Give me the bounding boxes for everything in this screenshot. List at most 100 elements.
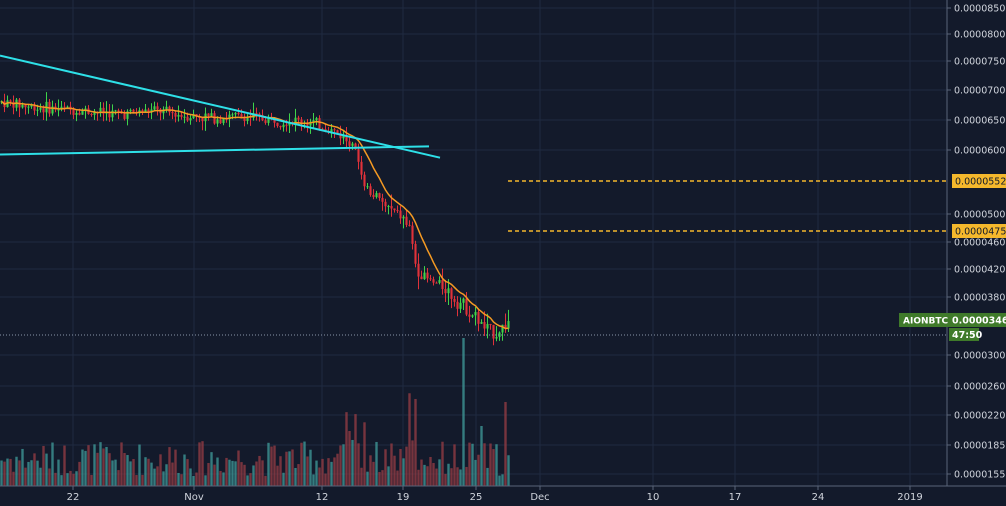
volume-bar xyxy=(144,457,147,486)
candle-body xyxy=(162,109,165,114)
candle-body xyxy=(147,109,150,113)
volume-bar xyxy=(72,473,75,486)
candle-body xyxy=(501,324,504,333)
price-tick-label: 0.0000185 xyxy=(954,441,1005,452)
volume-bar xyxy=(222,472,225,486)
volume-bar xyxy=(9,458,12,486)
volume-bar xyxy=(186,459,189,486)
volume-bar xyxy=(252,465,255,486)
time-tick-label: 10 xyxy=(647,492,660,503)
candle-body xyxy=(66,106,69,108)
volume-bar xyxy=(6,458,9,486)
volume-bar xyxy=(330,461,333,486)
candle-body xyxy=(51,106,54,114)
candle-body xyxy=(180,115,183,117)
volume-bar xyxy=(147,458,150,486)
candle-body xyxy=(24,104,27,108)
volume-bar xyxy=(489,443,492,486)
candle-body xyxy=(441,280,444,290)
volume-bar xyxy=(381,470,384,486)
candle-body xyxy=(78,112,81,115)
candle-body xyxy=(240,114,243,117)
volume-bar xyxy=(438,459,441,486)
volume-bar xyxy=(15,456,18,486)
volume-bar xyxy=(243,464,246,486)
candle-body xyxy=(210,113,213,117)
volume-bar xyxy=(24,467,27,486)
candle-body xyxy=(174,113,177,117)
volume-bar xyxy=(486,467,489,486)
candle-body xyxy=(486,324,489,329)
volume-bar xyxy=(309,449,312,486)
candle-body xyxy=(369,186,372,195)
candle-body xyxy=(276,122,279,126)
candle-body xyxy=(354,143,357,150)
volume-bar xyxy=(378,471,381,486)
candle-body xyxy=(144,109,147,113)
volume-bar xyxy=(444,473,447,486)
candle-body xyxy=(324,129,327,131)
volume-bar xyxy=(276,465,279,486)
volume-bar xyxy=(261,460,264,486)
volume-bar xyxy=(165,464,168,486)
candle-body xyxy=(459,302,462,309)
volume-bar xyxy=(195,472,198,486)
candle-body xyxy=(366,186,369,188)
candle-body xyxy=(237,112,240,115)
candle-body xyxy=(336,130,339,134)
candle-body xyxy=(39,108,42,110)
volume-bar xyxy=(435,468,438,486)
candle-body xyxy=(141,110,144,113)
volume-bar xyxy=(216,457,219,486)
volume-bar xyxy=(18,460,21,486)
price-tick-label: 0.0000750 xyxy=(954,57,1005,68)
candle-body xyxy=(333,129,336,131)
candle-body xyxy=(435,282,438,284)
volume-bar xyxy=(108,453,111,486)
candle-body xyxy=(33,104,36,111)
volume-bar xyxy=(48,468,51,486)
price-tick-label: 0.0000220 xyxy=(954,411,1005,422)
candle-body xyxy=(297,117,300,120)
volume-bar xyxy=(219,470,222,486)
volume-bar xyxy=(336,453,339,486)
volume-bar xyxy=(54,472,57,486)
volume-bar xyxy=(321,458,324,486)
trendlines[interactable] xyxy=(0,54,441,159)
volume-bar xyxy=(447,463,450,486)
volume-bar xyxy=(45,453,48,486)
horizontal-levels[interactable] xyxy=(508,180,947,232)
candle-body xyxy=(213,113,216,124)
candle-body xyxy=(315,118,318,121)
candle-body xyxy=(504,324,507,329)
time-tick-label: 2019 xyxy=(897,492,922,503)
price-tick-label: 0.0000600 xyxy=(954,146,1005,157)
price-axis[interactable]: 0.0000850 0.0000800 0.0000750 0.0000700 0.00… xyxy=(947,4,1005,481)
candle-body xyxy=(450,288,453,299)
volume-bar xyxy=(189,468,192,486)
candle-body xyxy=(285,124,288,126)
time-tick-label: 17 xyxy=(729,492,742,503)
volume-bar xyxy=(402,458,405,486)
volume-bar xyxy=(177,472,180,486)
last-price-tag xyxy=(899,313,1006,327)
candle-body xyxy=(330,129,333,132)
candle-body xyxy=(189,118,192,121)
volume-bar xyxy=(117,470,120,486)
volume-bar xyxy=(240,462,243,486)
time-axis[interactable]: 22 Nov 12 19 25 Dec 10 17 24 2019 xyxy=(67,486,923,503)
volume-bars xyxy=(0,338,510,486)
volume-bar xyxy=(477,454,480,486)
volume-bar xyxy=(12,471,15,486)
candle-body xyxy=(108,112,111,118)
volume-bar xyxy=(312,474,315,486)
candle-body xyxy=(150,109,153,113)
volume-bar xyxy=(465,466,468,486)
volume-bar xyxy=(105,446,108,486)
volume-bar xyxy=(213,464,216,486)
volume-bar xyxy=(501,474,504,486)
candle-body xyxy=(432,279,435,283)
volume-bar xyxy=(183,454,186,486)
